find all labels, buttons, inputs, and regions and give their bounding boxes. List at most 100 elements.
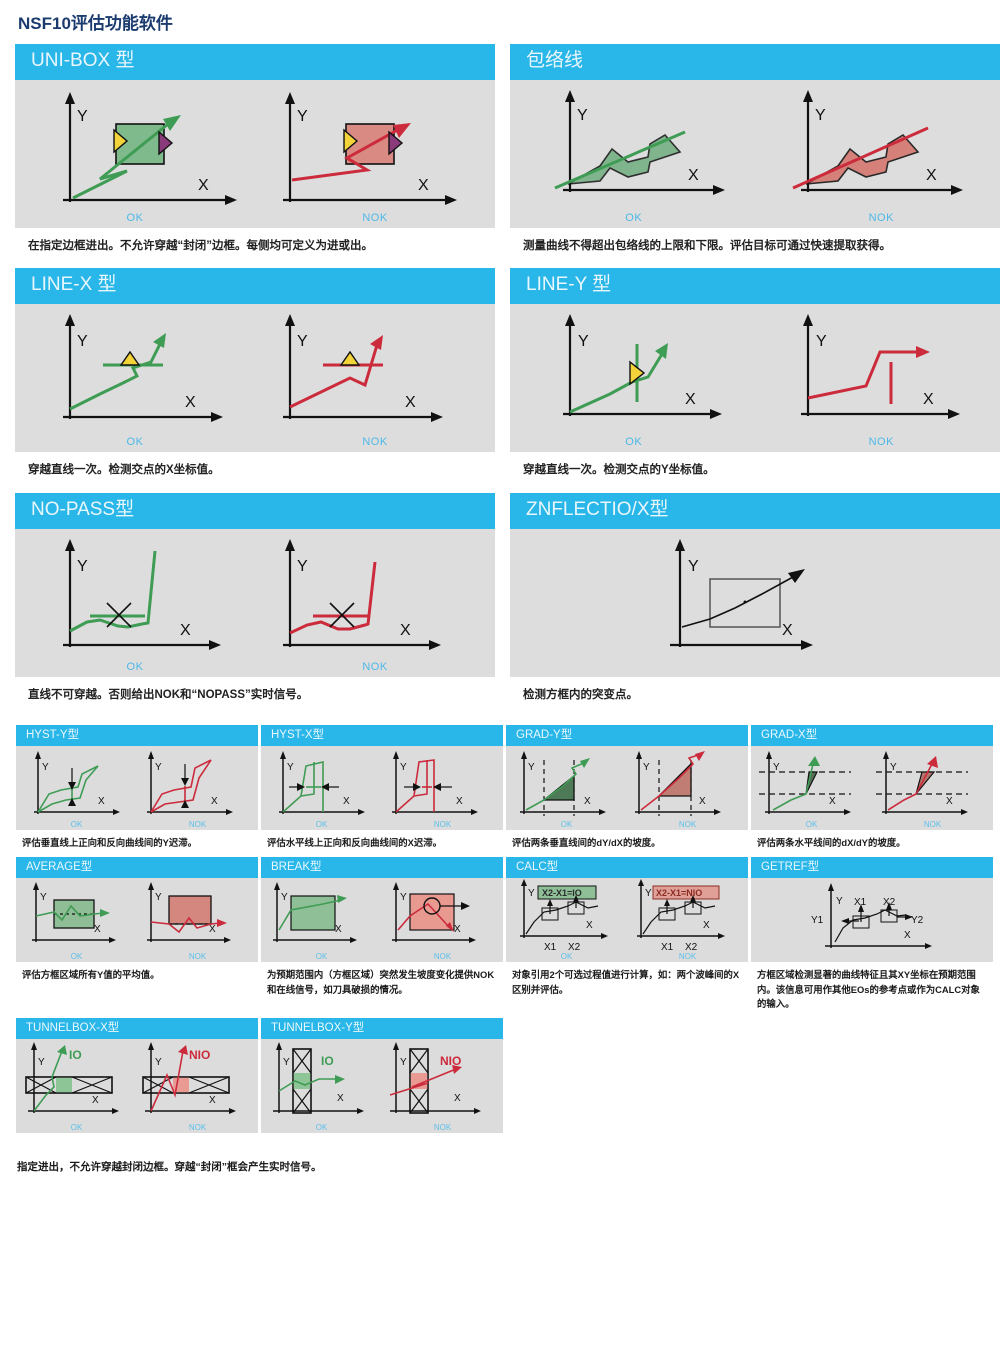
svg-text:X: X (335, 924, 342, 935)
average-ok-diagram: Y X OK (16, 878, 137, 962)
getref-y1: Y1 (811, 915, 824, 926)
no-pass-ok-label: OK (126, 660, 144, 673)
svg-text:X: X (94, 924, 101, 935)
line-y-nok-diagram: Y X NOK (758, 304, 1000, 452)
calc-nok-label: NOK (678, 952, 697, 962)
svg-text:X: X (703, 920, 710, 931)
panel-line-x: LINE-X 型 Y X OK (15, 268, 495, 478)
svg-text:X: X (185, 394, 196, 411)
panel-grad-y-body: Y X OK Y X (506, 746, 748, 831)
panel-envelope: 包络线 Y X OK Y (510, 44, 1000, 254)
svg-text:Y: Y (155, 892, 162, 903)
envelope-nok-diagram: Y X NOK (758, 80, 1000, 228)
panel-uni-box: UNI-BOX 型 Y X OK (15, 44, 495, 254)
calc-ok-label: OK (560, 952, 573, 962)
panel-break-title: BREAK型 (261, 857, 503, 879)
svg-text:X: X (343, 796, 350, 807)
no-pass-nok-label: NOK (362, 660, 388, 673)
calc-nok-x2: X2 (685, 942, 698, 953)
panel-break-caption: 为预期范围内（方框区域）突然发生坡度变化提供NOK和在线信号，如刀具破损的情况。 (267, 969, 495, 995)
panel-calc-body: Y X X2-X1=IO X1 X2 OK (506, 878, 748, 963)
svg-text:Y: Y (155, 1057, 162, 1068)
calc-ok-x2: X2 (568, 942, 581, 953)
panel-grad-x: GRAD-X型 Y X OK (751, 725, 993, 851)
hyst-y-nok-diagram: Y X NOK (137, 746, 258, 830)
tunnelbox-x-nok-label: NOK (188, 1123, 207, 1133)
getref-x1: X1 (854, 897, 867, 908)
calc-ok-diagram: Y X X2-X1=IO X1 X2 OK (506, 878, 627, 962)
break-ok-diagram: Y X OK (261, 878, 382, 962)
hyst-x-nok-diagram: Y X NOK (382, 746, 503, 830)
svg-text:Y: Y (77, 333, 88, 350)
tunnelbox-y-nok-diagram: Y X NIO NOK (382, 1039, 503, 1133)
panel-uni-box-body: Y X OK Y X (15, 79, 495, 228)
hyst-y-nok-label: NOK (188, 820, 207, 830)
panel-no-pass-body: Y X OK Y X NOK (15, 528, 495, 677)
panel-getref: GETREF型 Y X X1 X2 Y1 Y2 (751, 857, 993, 1012)
tunnelbox-y-nok-nio: NIO (440, 1054, 461, 1068)
panel-getref-body: Y X X1 X2 Y1 Y2 (751, 878, 993, 963)
svg-text:X: X (418, 177, 429, 194)
panel-znflectio-x-caption: 检测方框内的突变点。 (523, 688, 638, 701)
panel-hyst-y-title: HYST-Y型 (16, 725, 258, 747)
tunnelbox-x-ok-diagram: Y X IO OK (16, 1039, 137, 1133)
svg-text:Y: Y (773, 762, 780, 773)
svg-text:Y: Y (815, 107, 826, 124)
panel-hyst-x-body: Y X OK Y X (261, 746, 503, 831)
calc-ok-formula: X2-X1=IO (542, 888, 582, 898)
calc-nok-x1: X1 (661, 942, 674, 953)
panel-no-pass-title: NO-PASS型 (15, 492, 495, 529)
tunnelbox-x-ok-label: OK (70, 1123, 83, 1133)
svg-text:X: X (454, 1093, 461, 1104)
svg-text:Y: Y (577, 107, 588, 124)
panel-uni-box-title: UNI-BOX 型 (15, 44, 495, 80)
panel-getref-title: GETREF型 (751, 857, 993, 879)
svg-text:X: X (586, 920, 593, 931)
svg-text:Y: Y (643, 762, 650, 773)
panel-line-x-body: Y X OK Y X (15, 304, 495, 453)
panel-grad-y-title: GRAD-Y型 (506, 725, 748, 747)
panel-grad-y-caption: 评估两条垂直线间的dY/dX的坡度。 (512, 837, 661, 849)
calc-nok-formula: X2-X1=NIO (656, 888, 702, 898)
tunnelbox-y-nok-label: NOK (433, 1123, 452, 1133)
panel-hyst-y-caption: 评估垂直线上正向和反向曲线间的Y迟滞。 (22, 837, 198, 849)
svg-text:Y: Y (890, 762, 897, 773)
hyst-x-nok-label: NOK (433, 820, 452, 830)
line-x-nok-label: NOK (362, 436, 388, 449)
svg-text:Y: Y (297, 558, 308, 575)
break-ok-label: OK (315, 952, 328, 962)
panel-calc: CALC型 Y X X2-X1=IO (506, 857, 748, 1012)
svg-text:X: X (829, 796, 836, 807)
line-y-nok-label: NOK (868, 436, 894, 449)
svg-text:X: X (400, 622, 411, 639)
panel-tunnelbox-x-title: TUNNELBOX-X型 (16, 1017, 258, 1040)
svg-text:Y: Y (40, 892, 47, 903)
svg-text:X: X (180, 622, 191, 639)
page-title: NSF10评估功能软件 (18, 14, 173, 33)
svg-text:Y: Y (77, 108, 88, 125)
hyst-y-ok-diagram: Y X OK (16, 746, 137, 830)
tunnelbox-x-ok-io: IO (69, 1048, 82, 1062)
average-nok-diagram: Y X NOK (137, 878, 258, 962)
panel-grad-x-body: Y X OK Y X (751, 746, 993, 831)
panel-hyst-y-body: Y X OK Y X (16, 746, 258, 831)
svg-text:X: X (209, 924, 216, 935)
svg-text:Y: Y (155, 762, 162, 773)
calc-nok-diagram: Y X X2-X1=NIO X1 X2 NOK (627, 878, 748, 962)
uni-box-nok-diagram: Y X NOK (255, 80, 495, 228)
svg-text:Y: Y (287, 762, 294, 773)
svg-text:Y: Y (688, 558, 699, 575)
svg-text:X: X (198, 177, 209, 194)
svg-text:X: X (337, 1093, 344, 1104)
grad-y-nok-label: NOK (678, 820, 697, 830)
panel-tunnelbox-y-body: Y X IO OK Y X NIO (261, 1039, 503, 1134)
svg-text:X: X (926, 167, 937, 184)
svg-text:Y: Y (283, 1057, 290, 1068)
panel-no-pass: NO-PASS型 Y X OK (15, 492, 495, 703)
break-nok-label: NOK (433, 952, 452, 962)
znflectio-x-diagram: Y X (510, 529, 1000, 677)
panel-uni-box-caption: 在指定边框进出。不允许穿越“封闭”边框。每侧均可定义为进或出。 (28, 239, 373, 252)
panel-break: BREAK型 Y X OK (261, 857, 503, 1012)
svg-text:X: X (454, 924, 461, 935)
panel-calc-caption: 对象引用2个可选过程值进行计算，如：两个波峰间的X区别并评估。 (512, 969, 740, 995)
